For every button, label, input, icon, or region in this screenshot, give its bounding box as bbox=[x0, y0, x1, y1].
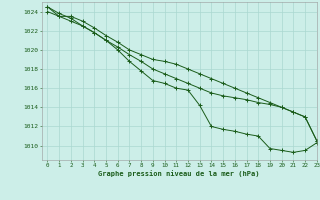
X-axis label: Graphe pression niveau de la mer (hPa): Graphe pression niveau de la mer (hPa) bbox=[99, 170, 260, 177]
